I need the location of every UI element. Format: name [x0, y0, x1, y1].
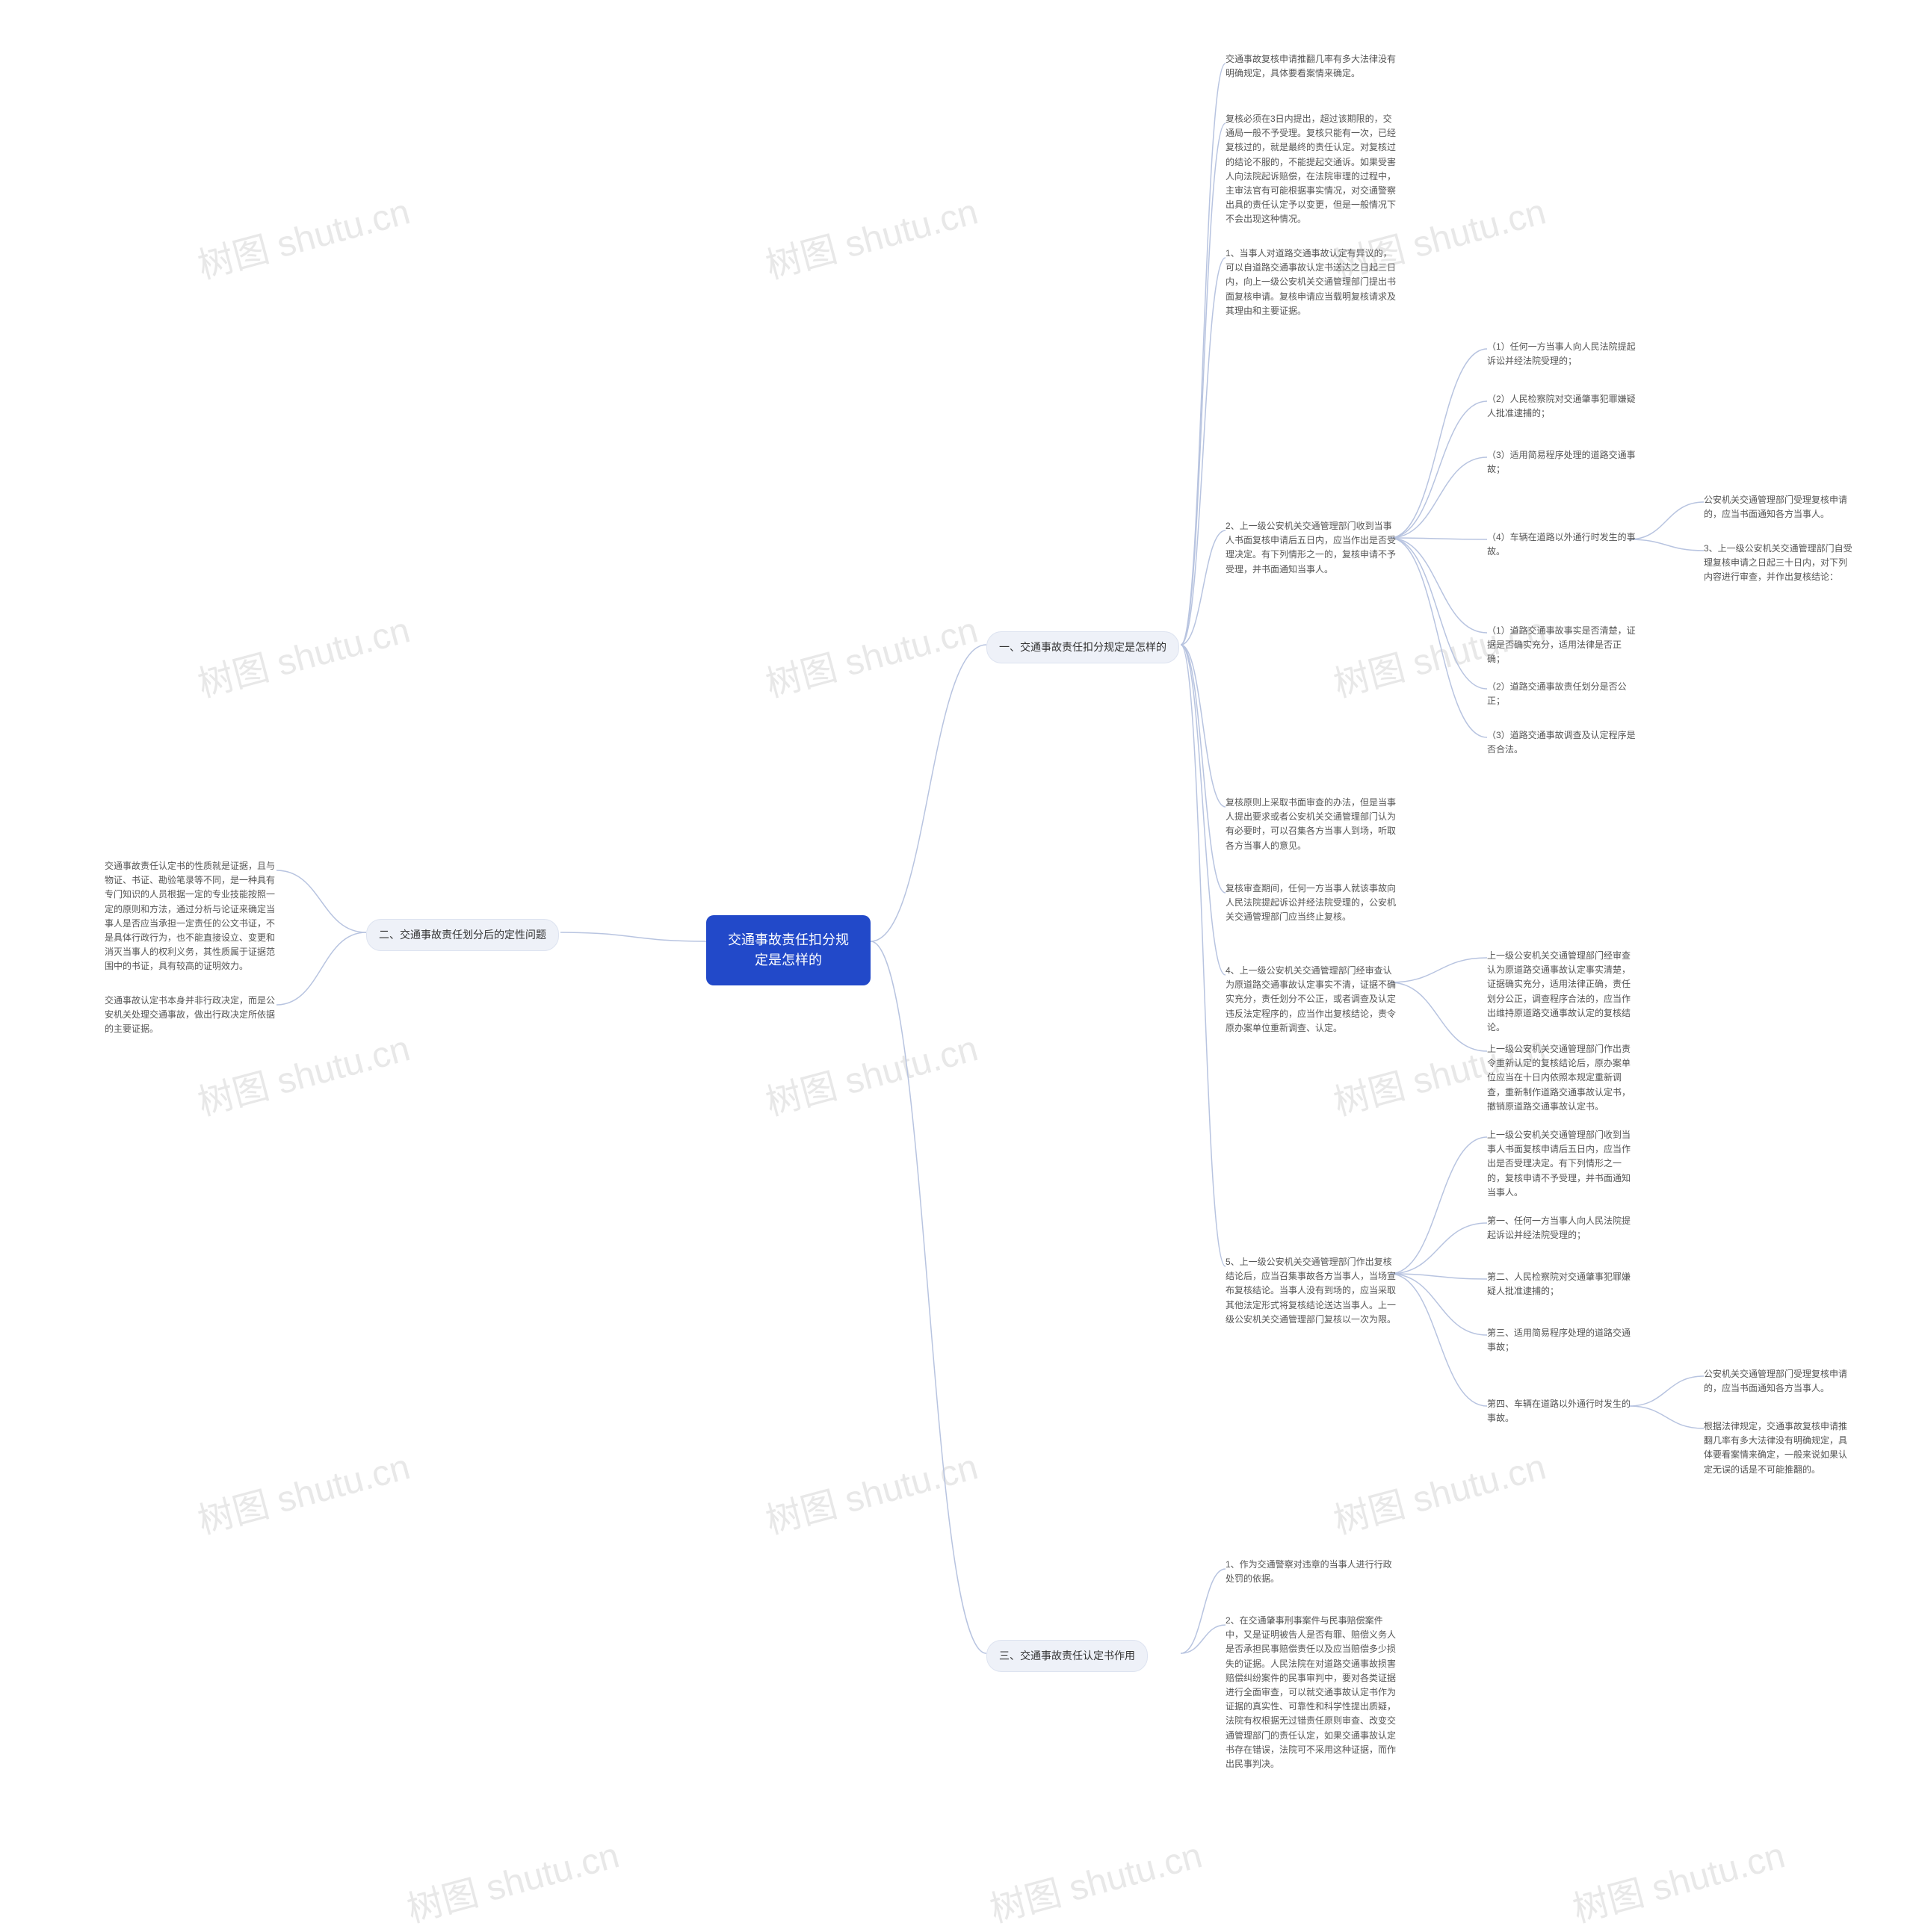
leaf-node: 上一级公安机关交通管理部门作出责令重新认定的复核结论后，原办案单位应当在十日内依…	[1487, 1042, 1637, 1114]
branch-node: 二、交通事故责任划分后的定性问题	[366, 919, 559, 951]
leaf-node: 4、上一级公安机关交通管理部门经审查认为原道路交通事故认定事实不清，证据不确实充…	[1226, 964, 1397, 1035]
leaf-node: 复核原则上采取书面审查的办法，但是当事人提出要求或者公安机关交通管理部门认为有必…	[1226, 796, 1397, 853]
leaf-node: 交通事故复核申请推翻几率有多大法律没有明确规定，具体要看案情来确定。	[1226, 52, 1397, 81]
leaf-node: （1）道路交通事故事实是否清楚，证据是否确实充分，适用法律是否正确；	[1487, 624, 1637, 667]
leaf-node: （2）人民检察院对交通肇事犯罪嫌疑人批准逮捕的；	[1487, 392, 1637, 421]
branch-node: 三、交通事故责任认定书作用	[986, 1640, 1148, 1672]
leaf-node: 第三、适用简易程序处理的道路交通事故；	[1487, 1326, 1637, 1354]
leaf-node: （4）车辆在道路以外通行时发生的事故。	[1487, 530, 1637, 559]
leaf-node: （1）任何一方当事人向人民法院提起诉讼并经法院受理的；	[1487, 340, 1637, 368]
leaf-node: 公安机关交通管理部门受理复核申请的，应当书面通知各方当事人。	[1704, 1367, 1853, 1396]
leaf-node: 复核审查期间，任何一方当事人就该事故向人民法院提起诉讼并经法院受理的，公安机关交…	[1226, 882, 1397, 925]
leaf-node: 3、上一级公安机关交通管理部门自受理复核申请之日起三十日内，对下列内容进行审查，…	[1704, 542, 1853, 585]
leaf-node: 第四、车辆在道路以外通行时发生的事故。	[1487, 1397, 1637, 1425]
leaf-node: 根据法律规定，交通事故复核申请推翻几率有多大法律没有明确规定，具体要看案情来确定…	[1704, 1419, 1853, 1477]
root-node: 交通事故责任扣分规定是怎样的	[706, 915, 871, 985]
branch-node: 一、交通事故责任扣分规定是怎样的	[986, 631, 1179, 663]
leaf-node: 交通事故责任认定书的性质就是证据，且与物证、书证、勘验笔录等不同，是一种具有专门…	[105, 859, 276, 974]
leaf-node: 1、作为交通警察对违章的当事人进行行政处罚的依据。	[1226, 1558, 1397, 1586]
root-label: 交通事故责任扣分规定是怎样的	[728, 932, 849, 967]
leaf-node: 复核必须在3日内提出，超过该期限的，交通局一般不予受理。复核只能有一次，已经复核…	[1226, 112, 1397, 227]
leaf-node: 公安机关交通管理部门受理复核申请的，应当书面通知各方当事人。	[1704, 493, 1853, 521]
leaf-node: 上一级公安机关交通管理部门收到当事人书面复核申请后五日内，应当作出是否受理决定。…	[1487, 1128, 1637, 1200]
leaf-node: 5、上一级公安机关交通管理部门作出复核结论后，应当召集事故各方当事人，当场宣布复…	[1226, 1255, 1397, 1327]
leaf-node: 上一级公安机关交通管理部门经审查认为原道路交通事故认定事实清楚，证据确实充分，适…	[1487, 949, 1637, 1035]
leaf-node: （3）道路交通事故调查及认定程序是否合法。	[1487, 728, 1637, 757]
leaf-node: 1、当事人对道路交通事故认定有异议的，可以自道路交通事故认定书送达之日起三日内，…	[1226, 247, 1397, 318]
leaf-node: 交通事故认定书本身并非行政决定，而是公安机关处理交通事故，做出行政决定所依据的主…	[105, 994, 276, 1037]
leaf-node: 第一、任何一方当事人向人民法院提起诉讼并经法院受理的；	[1487, 1214, 1637, 1242]
leaf-node: 2、上一级公安机关交通管理部门收到当事人书面复核申请后五日内，应当作出是否受理决…	[1226, 519, 1397, 577]
leaf-node: （3）适用简易程序处理的道路交通事故；	[1487, 448, 1637, 477]
leaf-node: 第二、人民检察院对交通肇事犯罪嫌疑人批准逮捕的；	[1487, 1270, 1637, 1298]
leaf-node: （2）道路交通事故责任划分是否公正；	[1487, 680, 1637, 708]
leaf-node: 2、在交通肇事刑事案件与民事赔偿案件中，又是证明被告人是否有罪、赔偿义务人是否承…	[1226, 1614, 1397, 1771]
